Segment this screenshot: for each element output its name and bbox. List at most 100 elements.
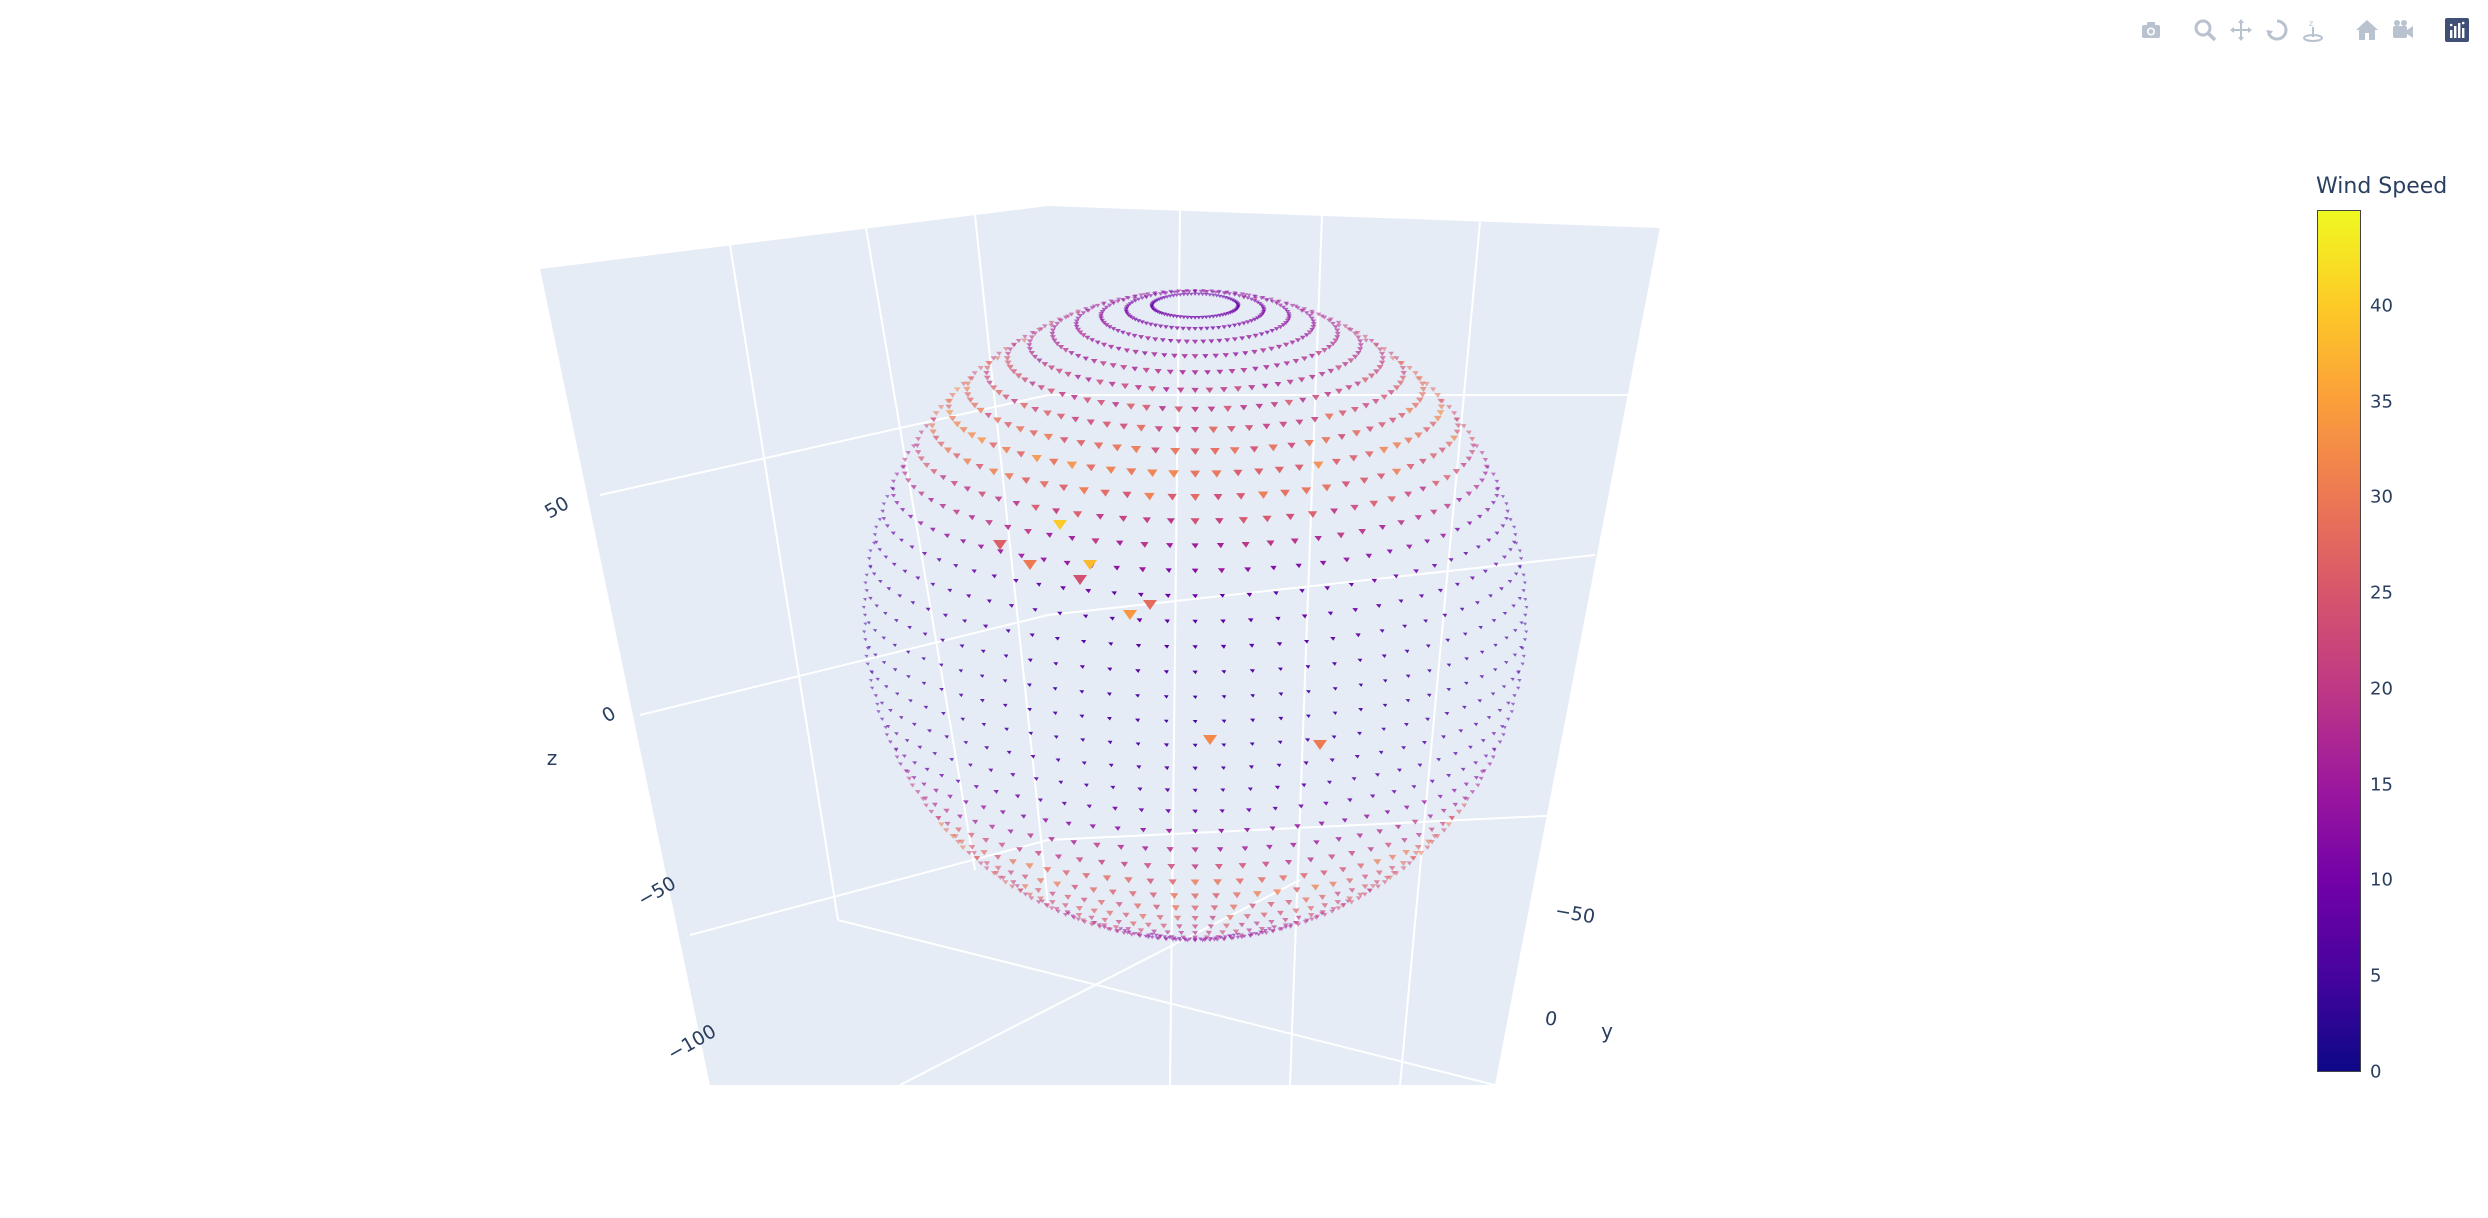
cone [1511,525,1517,529]
cone [1192,594,1198,599]
cone [1351,430,1361,437]
camera-last-save-icon[interactable] [2390,17,2416,43]
cone [964,392,972,398]
cone [1096,924,1103,930]
camera-icon[interactable] [2138,17,2164,43]
cone [1280,305,1287,310]
gridline [1399,221,1481,1086]
cone [1153,293,1158,297]
cone [1439,821,1446,827]
cone [1343,557,1350,563]
cone [1378,360,1386,366]
cone [1014,884,1020,889]
cone [1053,735,1059,739]
cone [1313,840,1320,845]
pan-icon[interactable] [2228,17,2254,43]
cone [1301,614,1308,619]
cone [1330,907,1337,912]
cone [1124,930,1131,935]
cone [921,657,926,661]
cone [930,469,938,475]
cone [1503,517,1509,521]
cone [1026,339,1033,344]
cone [1452,469,1460,475]
cone [1399,366,1407,371]
cone [984,746,990,750]
turntable-rotation-icon[interactable]: z [2300,17,2326,43]
plotly-logo-icon[interactable] [2444,17,2470,43]
cone [1065,314,1071,319]
cone [1028,335,1035,340]
cone [940,638,945,643]
cone [1354,754,1360,759]
cone [1186,326,1192,331]
cone [1263,931,1269,936]
cone [1002,347,1009,352]
cone [1170,938,1176,942]
cone [1429,387,1437,392]
cone [1085,377,1092,383]
cone [976,437,987,445]
cone [1283,361,1291,367]
cone [1374,884,1381,889]
cone [1202,354,1209,359]
cone [1232,929,1240,935]
cone [1252,317,1258,322]
cone [1236,493,1246,500]
zoom-icon[interactable] [2192,17,2218,43]
cone [1142,404,1151,412]
cone [1369,794,1376,799]
cone [1357,339,1364,344]
reset-camera-home-icon[interactable] [2354,17,2380,43]
cone [1361,884,1369,890]
cone [1304,738,1310,742]
cone [1007,347,1014,352]
cone [914,450,922,455]
cone [928,809,934,814]
cone [949,393,956,398]
cone [963,486,971,492]
cone [1084,308,1091,313]
cone [1031,406,1040,413]
cone [1497,740,1503,744]
cone [1439,533,1447,539]
cone [1130,446,1142,454]
cone [1345,385,1353,391]
cone [1136,765,1142,769]
cone [1005,629,1011,633]
cone [901,471,908,476]
cone [1062,912,1069,917]
cone [1139,296,1145,300]
cone [1220,313,1226,317]
cone [923,803,929,808]
cone [1068,351,1075,356]
cone [1168,935,1175,940]
cone [1375,604,1382,608]
cone [983,365,991,371]
orbit-rotation-icon[interactable] [2264,17,2290,43]
cone [1203,315,1209,320]
cone [911,776,917,780]
cone [1279,421,1288,428]
cone [1122,929,1128,933]
cone [1036,878,1045,884]
cone [922,796,929,801]
cone [1307,906,1315,912]
cone [1482,569,1488,574]
cone [1114,929,1121,934]
cone [930,582,936,587]
cone [1191,568,1199,574]
cone [1082,614,1089,619]
cone [1083,560,1097,570]
cone [1392,385,1401,391]
cone [1090,921,1097,926]
cone [1143,321,1149,326]
cone [1083,397,1092,404]
cone [1190,427,1200,433]
cone [1331,735,1337,739]
cone [1304,311,1310,316]
cone [1249,932,1255,937]
cone [1412,851,1420,856]
cone [1211,470,1222,478]
